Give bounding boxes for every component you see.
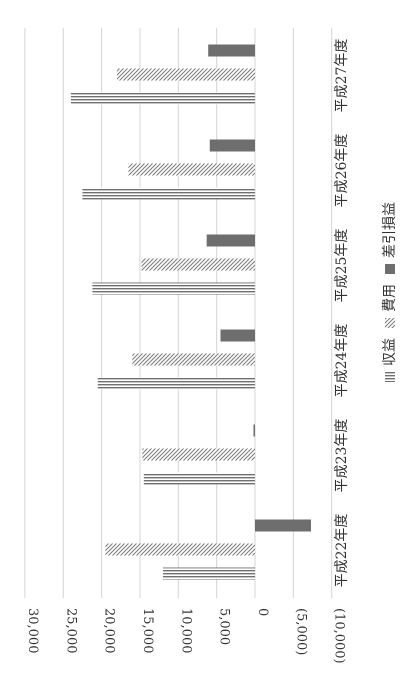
- bar-差引損益-平成22年度: [255, 519, 311, 532]
- category-label: 平成22年度: [334, 514, 350, 588]
- legend-label: 差引損益: [382, 202, 398, 258]
- value-tick-label: (5,000): [293, 608, 308, 655]
- legend-swatch: [385, 318, 395, 328]
- bar-差引損益-平成25年度: [206, 234, 255, 247]
- legend-swatch: [385, 264, 395, 274]
- value-tick-label: 10,000: [178, 608, 193, 654]
- bar-費用-平成25年度: [141, 258, 255, 271]
- bar-差引損益-平成23年度: [253, 424, 255, 437]
- value-tick-label: 5,000: [217, 608, 232, 645]
- bar-収益-平成24年度: [97, 377, 255, 390]
- bar-費用-平成24年度: [132, 353, 255, 366]
- bar-費用-平成27年度: [116, 68, 255, 81]
- value-tick-label: (10,000): [332, 608, 347, 664]
- value-tick-label: 15,000: [140, 608, 155, 654]
- bar-費用-平成23年度: [142, 448, 255, 461]
- bar-差引損益-平成27年度: [208, 44, 255, 57]
- category-label: 平成24年度: [334, 324, 350, 398]
- bar-差引損益-平成26年度: [209, 139, 255, 152]
- category-label: 平成25年度: [334, 229, 350, 303]
- bar-収益-平成26年度: [82, 187, 255, 200]
- category-label: 平成23年度: [334, 419, 350, 493]
- legend-label: 費用: [382, 284, 398, 312]
- category-label: 平成26年度: [334, 134, 350, 208]
- bar-差引損益-平成24年度: [220, 329, 255, 342]
- bar-収益-平成23年度: [143, 472, 255, 485]
- value-tick-label: 30,000: [25, 608, 40, 654]
- bar-収益-平成25年度: [92, 282, 256, 295]
- bar-費用-平成22年度: [105, 543, 255, 556]
- bar-費用-平成26年度: [128, 163, 255, 176]
- category-label: 平成27年度: [334, 39, 350, 113]
- legend-label: 収益: [382, 338, 398, 366]
- value-tick-label: 20,000: [102, 608, 117, 654]
- value-tick-label: 0: [255, 608, 270, 616]
- value-tick-label: 25,000: [63, 608, 78, 654]
- bar-収益-平成22年度: [162, 567, 255, 580]
- bar-収益-平成27年度: [70, 92, 255, 105]
- legend-swatch: [385, 372, 395, 382]
